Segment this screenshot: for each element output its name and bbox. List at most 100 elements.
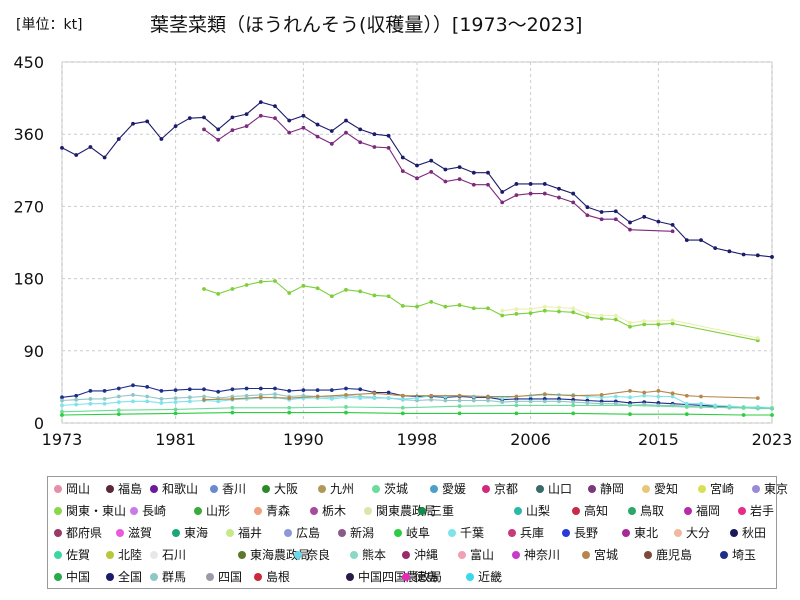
legend-item: 静岡 [588, 481, 624, 497]
legend-item: 石川 [150, 547, 186, 563]
legend-item: 佐賀 [54, 547, 90, 563]
data-point [628, 324, 632, 329]
legend-label: 九州 [330, 482, 355, 496]
data-point [258, 386, 263, 391]
legend-swatch [238, 550, 246, 559]
x-tick-label: 2015 [638, 430, 679, 449]
data-point [642, 393, 647, 398]
legend-swatch [226, 528, 234, 537]
legend-swatch [588, 484, 596, 493]
legend-item: 広島 [284, 525, 320, 541]
data-point [358, 127, 363, 132]
legend-swatch [572, 506, 580, 515]
data-point [216, 127, 221, 132]
data-point [514, 411, 519, 416]
legend-label: 徳島 [414, 570, 439, 584]
legend-item: 山形 [194, 503, 230, 519]
series-line [61, 404, 773, 413]
unit-label: [単位：kt] [16, 17, 83, 33]
data-point [443, 179, 448, 184]
data-point [642, 322, 647, 327]
y-axis-ticks: 0 90 180 270 360 450 [13, 53, 44, 433]
data-point [386, 390, 391, 395]
legend-item: 滋賀 [116, 525, 152, 541]
legend-swatch [430, 484, 438, 493]
data-point [571, 310, 576, 315]
legend-item: 宮城 [582, 547, 618, 563]
data-point [159, 137, 164, 141]
data-point [60, 413, 64, 417]
data-point [628, 220, 632, 225]
data-point [159, 401, 164, 405]
legend-label: 都府県 [66, 526, 103, 540]
legend-label: 埼玉 [732, 548, 757, 562]
legend-item: 福岡 [684, 503, 720, 519]
y-tick-label: 0 [34, 414, 44, 433]
data-point [571, 411, 576, 416]
legend-item: 千葉 [448, 525, 484, 541]
data-point [230, 128, 235, 133]
legend-swatch [294, 550, 302, 559]
legend-label: 岐阜 [406, 526, 431, 540]
legend-item: 高知 [572, 503, 608, 519]
data-point [315, 394, 320, 399]
data-point [670, 318, 675, 323]
data-point [741, 413, 746, 417]
series-関東・東山 [500, 304, 760, 340]
data-point [429, 299, 434, 304]
legend-item: 沖縄 [402, 547, 438, 563]
data-point [542, 392, 547, 397]
legend-label: 香川 [222, 482, 247, 496]
legend-swatch [466, 572, 474, 581]
legend-label: 関東・東山 [66, 504, 127, 518]
legend-label: 大分 [686, 526, 711, 540]
data-point [187, 387, 192, 392]
y-tick-label: 450 [13, 53, 44, 72]
series-line [203, 390, 758, 401]
data-point [273, 392, 277, 397]
data-point [713, 403, 718, 408]
data-point [713, 246, 718, 251]
legend-item: 新潟 [338, 525, 374, 541]
legend-swatch [698, 484, 706, 493]
data-point [173, 124, 178, 129]
data-point [684, 238, 689, 242]
data-point [173, 388, 178, 393]
data-point [145, 119, 150, 124]
data-point [599, 210, 604, 214]
series-宮城 [202, 389, 760, 402]
legend-label: 宮崎 [710, 482, 735, 496]
legend-label: 三重 [430, 504, 455, 518]
legend-item: 鳥取 [628, 503, 664, 519]
data-point [770, 413, 774, 417]
legend-swatch [310, 506, 318, 515]
data-point [358, 396, 363, 401]
x-tick-label: 1981 [155, 430, 196, 449]
data-point [628, 403, 632, 408]
legend-item: 徳島 [402, 569, 438, 585]
data-point [202, 287, 206, 291]
legend-swatch [116, 528, 124, 537]
data-point [102, 401, 107, 406]
data-point [329, 129, 334, 133]
data-point [88, 145, 93, 149]
data-point [542, 191, 547, 196]
legend-swatch [582, 550, 590, 559]
data-point [514, 307, 519, 311]
legend-swatch [402, 572, 410, 581]
data-point [329, 294, 334, 299]
data-point [571, 403, 576, 408]
data-point [116, 400, 121, 405]
legend-label: 広島 [296, 526, 321, 540]
data-point [514, 311, 519, 316]
data-point [429, 393, 434, 398]
data-point [443, 398, 448, 403]
data-point [613, 209, 618, 214]
data-point [457, 177, 462, 182]
data-point [684, 401, 689, 406]
legend-label: 石川 [162, 548, 187, 562]
legend-item: 愛媛 [430, 481, 466, 497]
data-point [443, 304, 448, 309]
data-point [770, 406, 774, 411]
data-point [699, 394, 703, 399]
